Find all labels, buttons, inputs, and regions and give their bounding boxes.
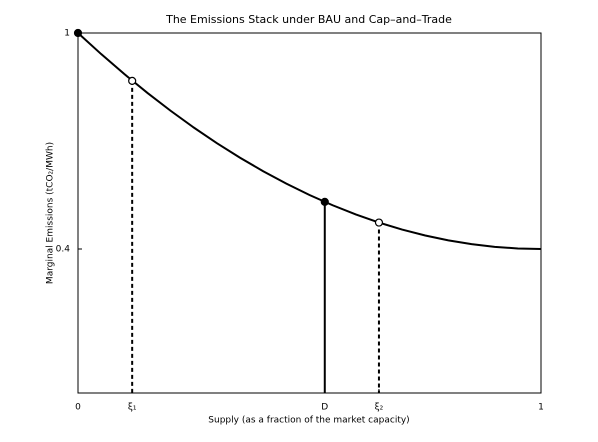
point bbox=[320, 197, 329, 206]
x-tick-label: D bbox=[321, 403, 328, 413]
x-tick-label: ξ₂ bbox=[375, 403, 384, 413]
x-tick-label: ξ₁ bbox=[128, 403, 137, 413]
x-tick-label: 0 bbox=[75, 403, 81, 413]
x-tick-label: 1 bbox=[538, 403, 544, 413]
curve bbox=[77, 32, 542, 250]
point bbox=[73, 28, 83, 38]
y-tick-label: 0.4 bbox=[56, 245, 71, 255]
point bbox=[374, 218, 384, 227]
y-axis-label: Marginal Emissions (tCO₂/MWh) bbox=[46, 142, 56, 284]
point bbox=[128, 76, 137, 85]
y-tick-label: 1 bbox=[64, 29, 70, 39]
chart-title: The Emissions Stack under BAU and Cap–an… bbox=[165, 13, 452, 26]
x-axis-label: Supply (as a fraction of the market capa… bbox=[208, 416, 409, 426]
plot-frame bbox=[77, 32, 542, 394]
